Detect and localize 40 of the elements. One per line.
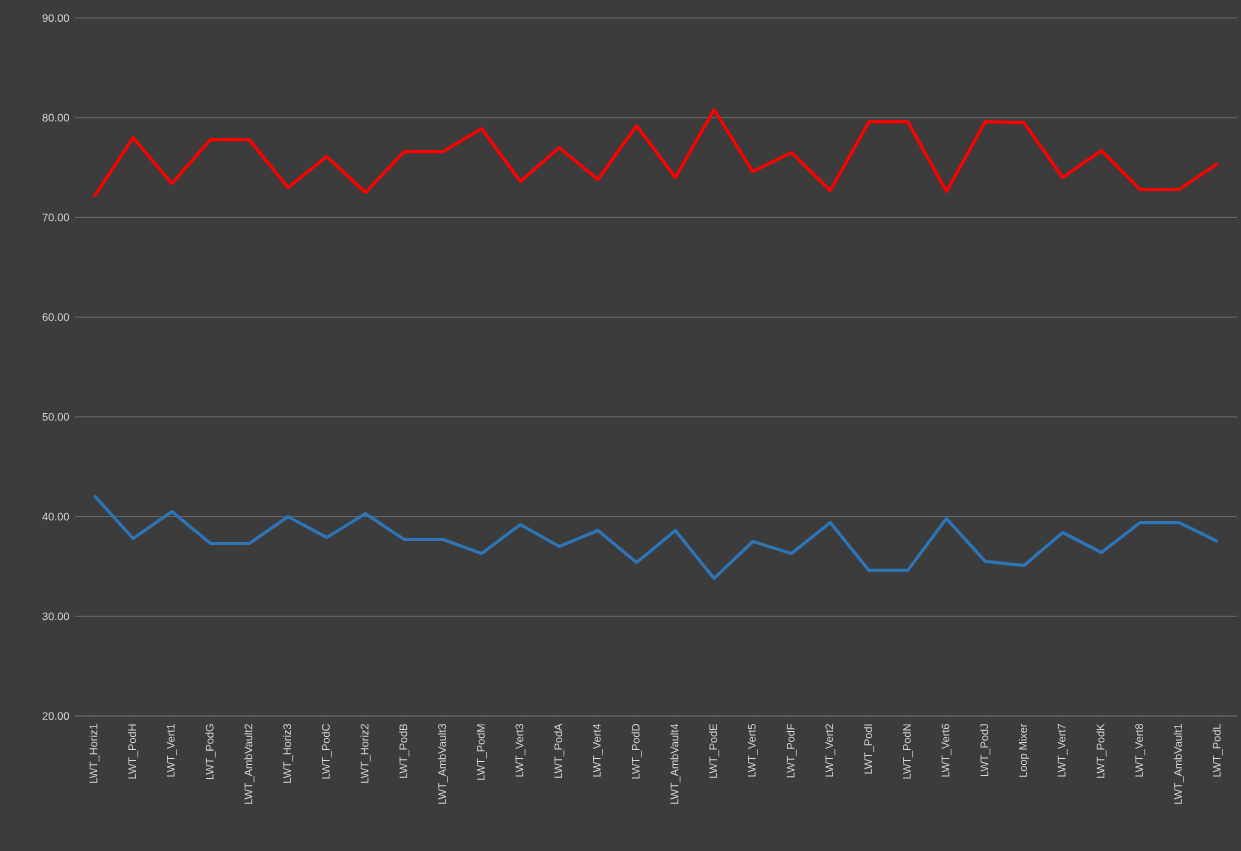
x-tick-label: LWT_PodD	[631, 724, 642, 779]
x-tick-label: LWT_PodK	[1096, 723, 1107, 778]
x-tick-label: LWT_Horiz2	[360, 724, 371, 783]
x-tick-label: LWT_Horiz1	[89, 724, 100, 783]
x-tick-label: LWT_PodE	[709, 724, 720, 778]
y-tick-label: 30.00	[42, 612, 70, 621]
x-tick-label: LWT_PodM	[476, 724, 487, 780]
x-tick-label: LWT_Vert3	[515, 724, 526, 777]
y-tick-label: 70.00	[42, 213, 70, 222]
x-tick-label: LWT_PodA	[554, 723, 565, 778]
x-tick-label: LWT_PodN	[902, 724, 913, 779]
x-tick-label: LWT_Vert5	[747, 723, 758, 777]
x-tick-label: LWT_AmbVault2	[244, 724, 255, 804]
x-tick-label: LWT_PodJ	[980, 724, 991, 777]
x-tick-label: LWT_Vert4	[593, 723, 603, 777]
y-tick-label: 80.00	[42, 113, 70, 122]
x-tick-label: LWT_PodF	[786, 723, 797, 778]
x-tick-label: LWT_PodC	[321, 723, 332, 779]
x-tick-label: LWT_Vert2	[825, 724, 836, 777]
x-tick-label: LWT_PodH	[128, 724, 139, 779]
x-tick-label: LWT_Vert8	[1135, 724, 1146, 777]
x-tick-label: LWT_PodB	[399, 724, 410, 778]
x-tick-label: LWT_Horiz3	[282, 724, 294, 783]
y-tick-label: 20.00	[42, 712, 70, 720]
x-tick-label: LWT_PodL	[1212, 723, 1223, 777]
x-tick-label: LWT_Vert1	[166, 724, 177, 777]
x-tick-label: LWT_AmbVault1	[1173, 724, 1184, 804]
x-tick-label: LWT_PodI	[863, 724, 875, 774]
x-tick-label: LWT_Vert6	[941, 724, 952, 777]
x-tick-label: LWT_PodG	[205, 724, 216, 780]
y-tick-label: 50.00	[42, 412, 70, 421]
line-series	[92, 494, 1220, 580]
y-tick-label: 60.00	[42, 313, 70, 322]
x-tick-label: LWT_AmbVault4	[670, 723, 681, 804]
x-tick-label: LWT_Vert7	[1057, 724, 1068, 777]
line-series	[92, 108, 1220, 199]
y-tick-label: 40.00	[42, 512, 70, 521]
x-tick-label: LWT_AmbVault3	[437, 724, 449, 804]
y-tick-label: 90.00	[42, 14, 70, 22]
x-tick-label: Loop Mixer	[1018, 723, 1030, 777]
